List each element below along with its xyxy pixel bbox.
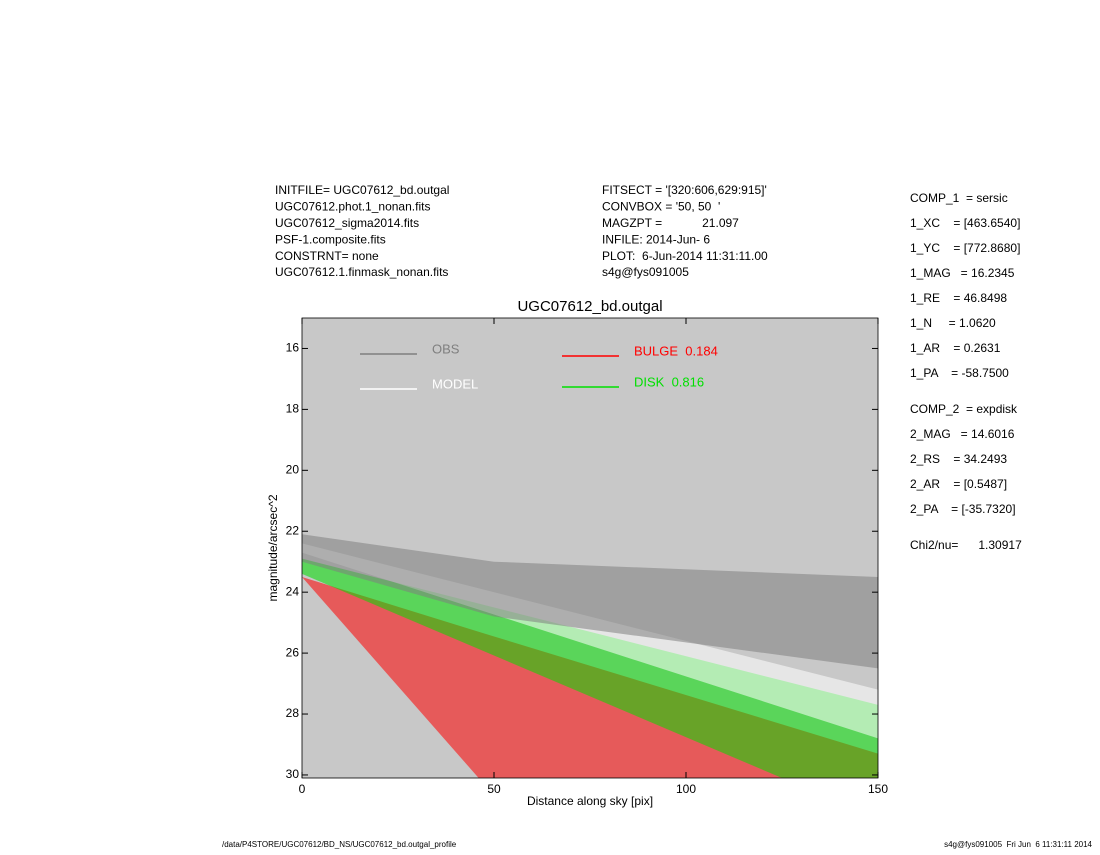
parameter-line: 1_PA = -58.7500 (910, 366, 1009, 380)
y-tick-label: 24 (286, 584, 300, 598)
x-tick-label: 0 (299, 782, 306, 796)
header-middle-line: s4g@fys091005 (602, 265, 689, 279)
parameter-line: Chi2/nu= 1.30917 (910, 538, 1022, 552)
header-middle-line: PLOT: 6-Jun-2014 11:31:11.00 (602, 249, 768, 263)
header-middle-line: MAGZPT = 21.097 (602, 216, 739, 230)
legend-label: MODEL (432, 376, 478, 391)
x-axis-label: Distance along sky [pix] (527, 794, 653, 808)
legend-label: OBS (432, 341, 460, 356)
parameter-line: 1_AR = 0.2631 (910, 341, 1001, 355)
y-tick-label: 20 (286, 462, 300, 476)
parameter-line: 1_YC = [772.8680] (910, 241, 1020, 255)
x-tick-label: 100 (676, 782, 696, 796)
parameter-line: 1_XC = [463.6540] (910, 216, 1020, 230)
parameter-line: 1_N = 1.0620 (910, 316, 996, 330)
y-tick-label: 18 (286, 402, 300, 416)
y-tick-label: 22 (286, 523, 300, 537)
parameter-line: 2_MAG = 14.6016 (910, 427, 1015, 441)
parameter-line: 1_MAG = 16.2345 (910, 266, 1015, 280)
header-middle-line: INFILE: 2014-Jun- 6 (602, 232, 710, 246)
header-left-line: UGC07612_sigma2014.fits (275, 216, 419, 230)
parameter-line: 2_RS = 34.2493 (910, 452, 1007, 466)
legend-label: BULGE 0.184 (634, 343, 718, 358)
header-left-line: CONSTRNT= none (275, 249, 379, 263)
y-tick-label: 26 (286, 645, 300, 659)
plot-marks (302, 534, 878, 778)
header-middle-line: CONVBOX = '50, 50 ' (602, 200, 720, 214)
y-axis-label: magnitude/arcsec^2 (266, 494, 280, 601)
y-tick-label: 16 (286, 341, 300, 355)
chart-title: UGC07612_bd.outgal (517, 298, 662, 315)
header-left-line: INITFILE= UGC07612_bd.outgal (275, 183, 449, 197)
parameter-line: COMP_2 = expdisk (910, 402, 1018, 416)
footer-path: /data/P4STORE/UGC07612/BD_NS/UGC07612_bd… (222, 840, 457, 849)
header-left-line: PSF-1.composite.fits (275, 232, 386, 246)
band (302, 558, 878, 778)
parameter-line: 1_RE = 46.8498 (910, 291, 1007, 305)
footer-stamp: s4g@fys091005 Fri Jun 6 11:31:11 2014 (944, 840, 1092, 849)
x-tick-label: 150 (868, 782, 888, 796)
header-left-line: UGC07612.1.finmask_nonan.fits (275, 265, 448, 279)
parameter-line: 2_AR = [0.5487] (910, 477, 1007, 491)
y-tick-label: 28 (286, 706, 300, 720)
plot-frame (301, 317, 879, 779)
header-middle-line: FITSECT = '[320:606,629:915]' (602, 183, 767, 197)
y-tick-label: 30 (286, 767, 300, 781)
parameter-line: COMP_1 = sersic (910, 191, 1008, 205)
x-tick-label: 50 (487, 782, 501, 796)
header-left-line: UGC07612.phot.1_nonan.fits (275, 200, 430, 214)
band (302, 534, 878, 669)
legend-label: DISK 0.816 (634, 374, 704, 389)
parameter-line: 2_PA = [-35.7320] (910, 502, 1016, 516)
